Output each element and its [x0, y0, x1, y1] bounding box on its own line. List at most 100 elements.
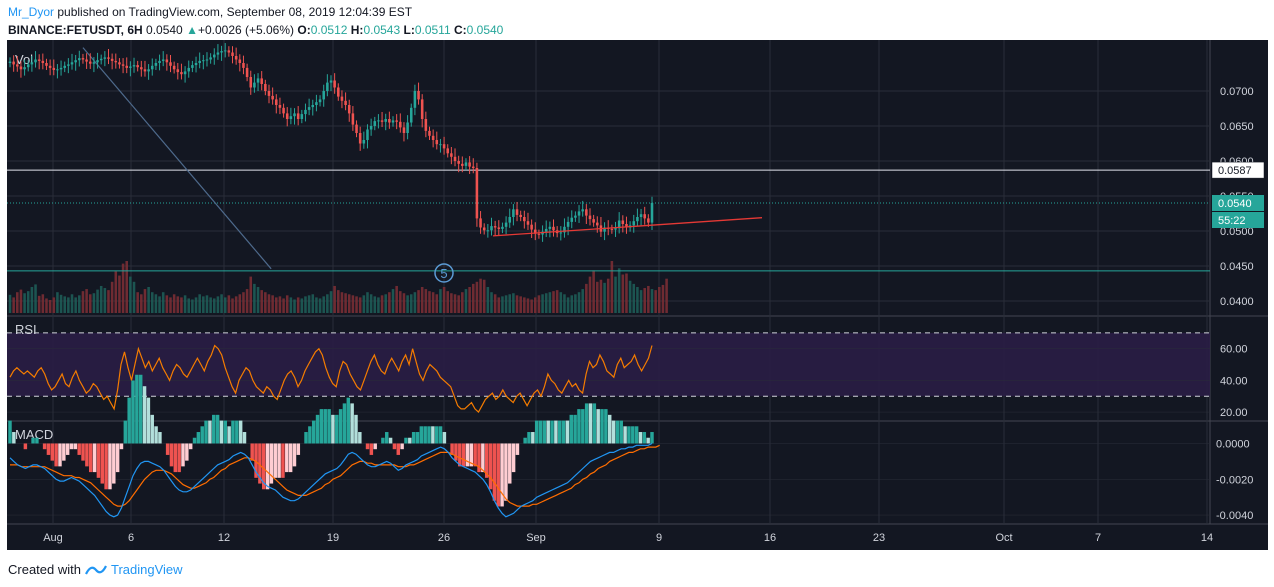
volume-bar [56, 292, 59, 313]
macd-histogram-bar [46, 443, 51, 455]
candle-body [563, 226, 566, 233]
macd-histogram-bar [642, 432, 647, 444]
candle-body [453, 156, 457, 161]
macd-histogram-bar [492, 443, 497, 501]
macd-histogram-bar [396, 443, 401, 455]
macd-histogram-bar [146, 397, 151, 444]
volume-bar [30, 287, 34, 313]
volume-bar [165, 295, 169, 313]
volume-bar [581, 289, 584, 313]
candle-body [526, 221, 530, 225]
volume-bar [180, 297, 183, 313]
candle-body [650, 203, 654, 223]
volume-bar [271, 295, 274, 313]
candle-body [147, 69, 150, 72]
macd-histogram-bar [523, 437, 527, 444]
candle-body [617, 220, 621, 229]
volume-bar [559, 292, 563, 313]
volume-bar [187, 298, 191, 313]
tradingview-brand[interactable]: TradingView [110, 562, 183, 577]
macd-histogram-bar [96, 443, 101, 478]
candle-body [78, 58, 81, 61]
macd-histogram-bar [31, 437, 35, 444]
candle-body [581, 209, 584, 212]
volume-bar [26, 291, 30, 313]
candle-body [16, 64, 19, 67]
author-link[interactable]: Mr_Dyor [8, 5, 55, 19]
low-label: L: [403, 23, 415, 37]
candle-body [402, 127, 406, 133]
candle-body [296, 113, 300, 119]
trading-chart[interactable]: Aug 6 12 19 26 Sep 9 16 23 Oct 7 14 0.0400 0.0450 0.05… [0, 40, 1274, 552]
volume-bar [366, 292, 369, 313]
candle-body [176, 69, 180, 73]
macd-histogram-bar [192, 437, 197, 444]
macd-histogram-bar [277, 443, 281, 478]
volume-bar [107, 290, 110, 313]
candle-body [457, 161, 460, 164]
macd-histogram-bar [62, 443, 66, 461]
volume-bar [59, 294, 63, 313]
candle-body [552, 226, 555, 231]
macd-histogram-bar [223, 420, 228, 444]
candle-body [118, 62, 121, 65]
candle-body [559, 232, 563, 234]
volume-bar [501, 296, 504, 313]
volume-bar [191, 299, 194, 313]
macd-histogram-bar [558, 420, 562, 444]
volume-bar [37, 295, 41, 313]
candle-body [253, 82, 256, 88]
volume-bar [275, 297, 278, 313]
macd-histogram-bar [538, 420, 543, 444]
volume-bar [479, 278, 482, 313]
volume-bar [599, 279, 603, 313]
candle-body [180, 72, 183, 75]
volume-bar [417, 290, 420, 313]
candle-body [8, 61, 12, 63]
volume-bar [212, 298, 216, 313]
volume-bar [431, 292, 435, 313]
volume-bar [322, 296, 325, 313]
volume-bar [377, 297, 380, 313]
volume-bar [114, 271, 118, 313]
candle-body [639, 214, 643, 217]
macd-histogram-bar [8, 420, 12, 444]
wave-marker-circle [434, 263, 454, 283]
volume-bar [264, 292, 267, 313]
publish-info: published on TradingView.com, September … [57, 5, 413, 19]
volume-bar [216, 296, 220, 313]
volume-bar [198, 294, 201, 313]
volume-bar [52, 297, 56, 313]
candle-body [344, 100, 347, 105]
volume-bar [209, 297, 212, 313]
volume-bar [267, 294, 271, 313]
macd-histogram-bar [358, 432, 362, 444]
macd-histogram-bar [392, 443, 397, 450]
candle-body [52, 67, 56, 70]
candle-body [114, 60, 118, 63]
volume-bar [45, 298, 48, 313]
candle-body [136, 65, 139, 68]
volume-bar [606, 278, 610, 313]
volume-bar [541, 294, 544, 313]
volume-bar [636, 287, 639, 313]
volume-bar [8, 294, 12, 313]
candle-body [643, 214, 646, 219]
volume-bar [63, 296, 66, 313]
candle-body [220, 51, 223, 53]
candle-body [603, 227, 606, 232]
volume-bar [369, 294, 373, 313]
volume-bar [555, 290, 559, 313]
macd-histogram-bar [196, 432, 201, 444]
candle-body [384, 119, 387, 122]
macd-histogram-bar [273, 443, 277, 478]
candle-body [41, 60, 45, 63]
low-value: 0.0511 [414, 23, 451, 37]
candle-body [424, 119, 428, 131]
volume-bar [118, 275, 121, 313]
volume-bar [420, 287, 424, 313]
high-value: 0.0543 [363, 23, 401, 37]
macd-histogram-bar [592, 403, 597, 444]
macd-histogram-bar [185, 443, 189, 461]
macd-histogram-bar [646, 437, 650, 444]
